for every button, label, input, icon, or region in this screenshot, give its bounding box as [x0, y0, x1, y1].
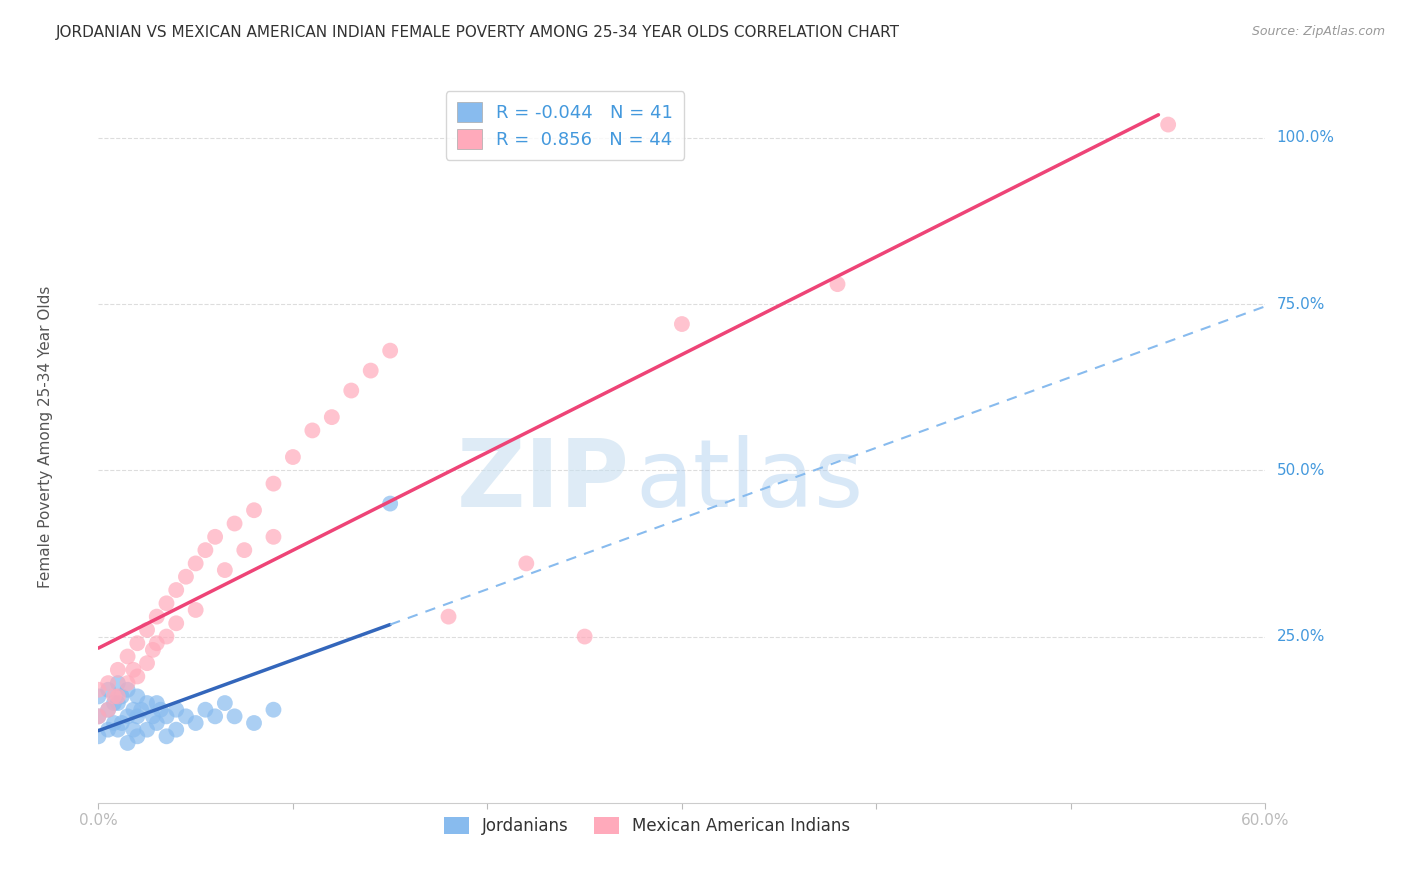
Point	[111, 716, 134, 731]
Point	[103, 690, 125, 704]
Point	[146, 636, 169, 650]
Point	[117, 682, 139, 697]
Point	[204, 530, 226, 544]
Point	[87, 682, 110, 697]
Text: 25.0%: 25.0%	[1277, 629, 1324, 644]
Point	[671, 317, 693, 331]
Point	[1157, 118, 1180, 132]
Point	[122, 703, 145, 717]
Point	[262, 530, 284, 544]
Point	[87, 709, 110, 723]
Point	[117, 736, 139, 750]
Point	[174, 570, 197, 584]
Point	[111, 690, 134, 704]
Point	[243, 716, 266, 731]
Text: Female Poverty Among 25-34 Year Olds: Female Poverty Among 25-34 Year Olds	[38, 286, 53, 588]
Point	[107, 663, 129, 677]
Point	[136, 723, 159, 737]
Text: 100.0%: 100.0%	[1277, 130, 1334, 145]
Point	[165, 616, 187, 631]
Point	[97, 703, 120, 717]
Text: atlas: atlas	[636, 435, 863, 527]
Point	[224, 516, 246, 531]
Point	[87, 690, 110, 704]
Point	[127, 669, 149, 683]
Point	[142, 643, 165, 657]
Point	[262, 703, 284, 717]
Point	[103, 696, 125, 710]
Point	[107, 696, 129, 710]
Point	[224, 709, 246, 723]
Point	[184, 557, 207, 571]
Point	[107, 690, 129, 704]
Text: Source: ZipAtlas.com: Source: ZipAtlas.com	[1251, 25, 1385, 38]
Point	[827, 277, 849, 292]
Point	[184, 603, 207, 617]
Point	[214, 563, 236, 577]
Point	[437, 609, 460, 624]
Point	[146, 716, 169, 731]
Point	[262, 476, 284, 491]
Point	[122, 723, 145, 737]
Point	[360, 363, 382, 377]
Point	[97, 676, 120, 690]
Point	[243, 503, 266, 517]
Point	[97, 723, 120, 737]
Point	[146, 696, 169, 710]
Point	[107, 676, 129, 690]
Point	[103, 716, 125, 731]
Point	[127, 690, 149, 704]
Point	[194, 543, 217, 558]
Point	[117, 676, 139, 690]
Point	[117, 649, 139, 664]
Point	[380, 343, 402, 358]
Point	[136, 656, 159, 670]
Point	[515, 557, 537, 571]
Legend: Jordanians, Mexican American Indians: Jordanians, Mexican American Indians	[437, 811, 856, 842]
Point	[214, 696, 236, 710]
Point	[155, 709, 177, 723]
Text: ZIP: ZIP	[457, 435, 630, 527]
Point	[301, 424, 323, 438]
Point	[340, 384, 363, 398]
Point	[146, 609, 169, 624]
Point	[155, 596, 177, 610]
Text: 75.0%: 75.0%	[1277, 297, 1324, 311]
Point	[129, 703, 152, 717]
Point	[194, 703, 217, 717]
Point	[97, 703, 120, 717]
Point	[127, 636, 149, 650]
Point	[165, 582, 187, 597]
Point	[97, 682, 120, 697]
Point	[184, 716, 207, 731]
Point	[155, 729, 177, 743]
Point	[117, 709, 139, 723]
Point	[233, 543, 256, 558]
Point	[165, 703, 187, 717]
Point	[321, 410, 343, 425]
Point	[204, 709, 226, 723]
Point	[136, 623, 159, 637]
Point	[136, 696, 159, 710]
Point	[380, 497, 402, 511]
Point	[149, 703, 172, 717]
Text: 50.0%: 50.0%	[1277, 463, 1324, 478]
Point	[142, 709, 165, 723]
Point	[107, 723, 129, 737]
Point	[122, 663, 145, 677]
Point	[87, 709, 110, 723]
Point	[127, 709, 149, 723]
Point	[127, 729, 149, 743]
Point	[165, 723, 187, 737]
Point	[281, 450, 304, 464]
Point	[87, 729, 110, 743]
Point	[155, 630, 177, 644]
Point	[574, 630, 596, 644]
Text: JORDANIAN VS MEXICAN AMERICAN INDIAN FEMALE POVERTY AMONG 25-34 YEAR OLDS CORREL: JORDANIAN VS MEXICAN AMERICAN INDIAN FEM…	[56, 25, 900, 40]
Point	[174, 709, 197, 723]
